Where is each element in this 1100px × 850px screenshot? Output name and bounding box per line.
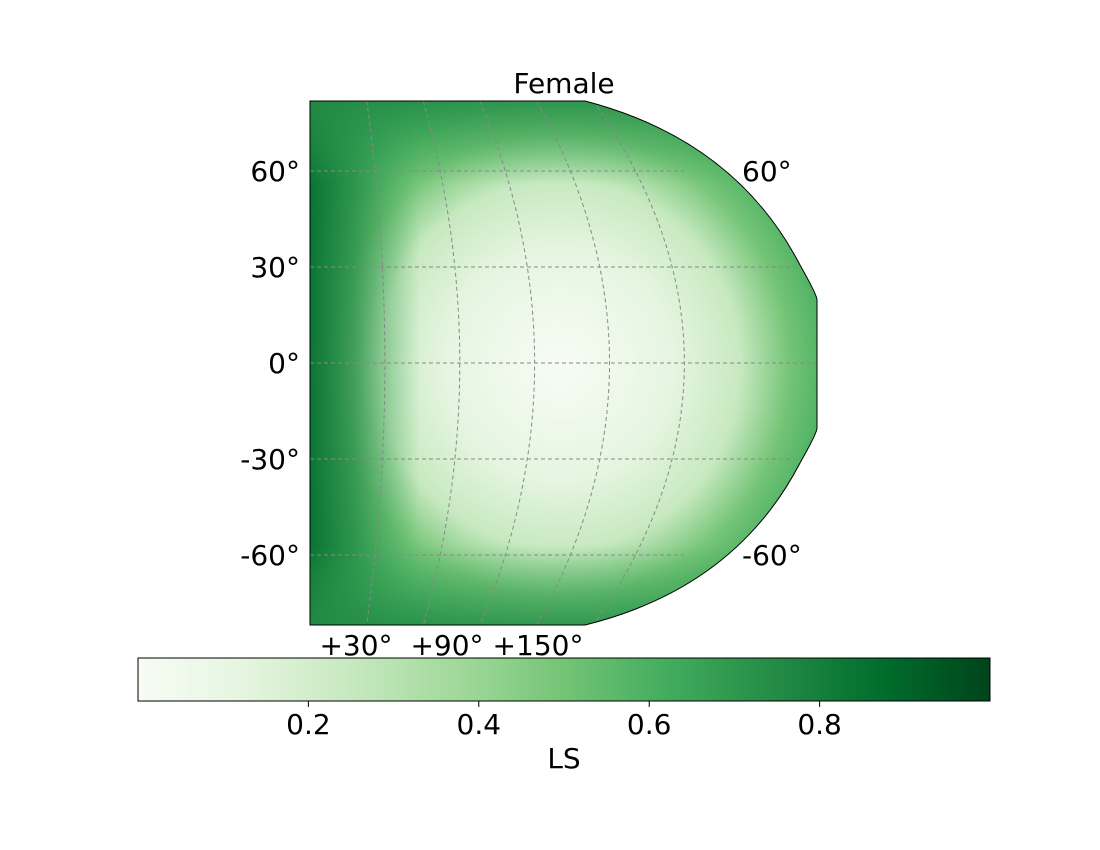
lat-tick-label: 0° [268, 347, 300, 380]
lon-tick-label: +30° [319, 629, 392, 662]
map-boundary [309, 100, 818, 626]
colorbar-tick-label: 0.6 [627, 708, 672, 741]
lon-gridline [592, 101, 685, 625]
colorbar-ticks: 0.2 0.4 0.6 0.8 [286, 701, 842, 741]
chart-title: Female [513, 67, 614, 100]
lon-gridline [422, 101, 461, 625]
map-gridlines [310, 101, 817, 625]
right-lat-tick-label: 60° [742, 155, 792, 188]
lat-tick-label: 30° [250, 251, 300, 284]
longitude-labels: +30° +90° +150° [319, 629, 583, 662]
lat-tick-label: 60° [250, 155, 300, 188]
latitude-labels: 60° 30° 0° -30° -60° [240, 155, 300, 572]
colorbar-label: LS [547, 742, 580, 775]
right-latitude-labels: 60° -60° [742, 155, 802, 572]
lon-gridline [479, 101, 536, 625]
colorbar-tick-label: 0.2 [286, 708, 331, 741]
colorbar-tick-label: 0.8 [797, 708, 842, 741]
colorbar-tick-label: 0.4 [457, 708, 502, 741]
lon-tick-label: +150° [493, 629, 584, 662]
lat-tick-label: -30° [240, 443, 300, 476]
lon-gridline [366, 101, 386, 625]
lat-tick-label: -60° [240, 539, 300, 572]
colorbar [137, 657, 991, 702]
lon-gridline [536, 101, 611, 625]
lon-tick-label: +90° [410, 629, 483, 662]
right-lat-tick-label: -60° [742, 539, 802, 572]
